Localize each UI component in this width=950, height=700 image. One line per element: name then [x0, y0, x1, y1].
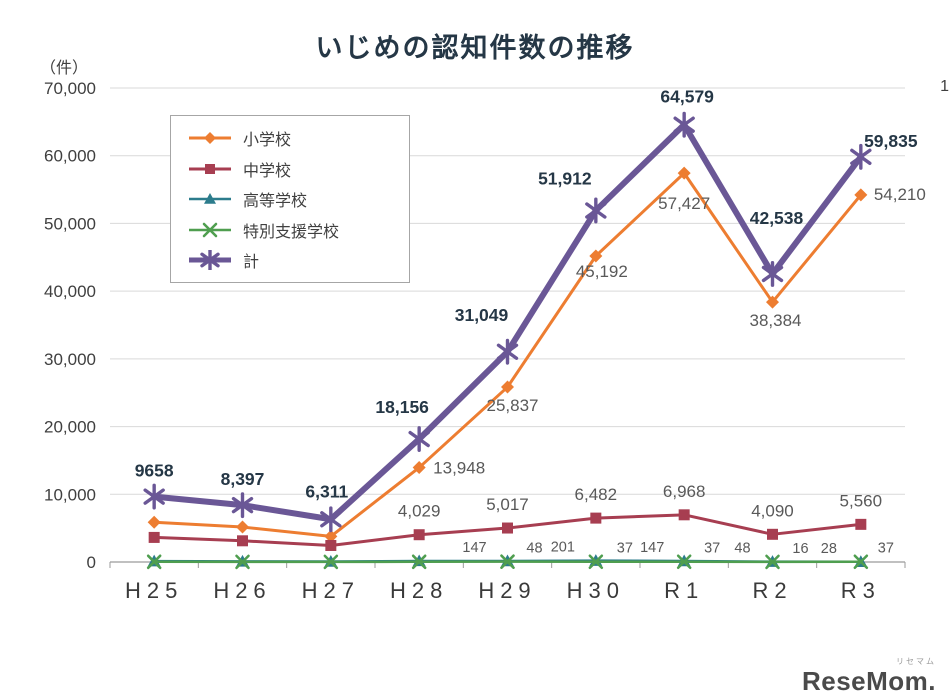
data-label: 51,912: [538, 168, 592, 188]
legend-marker-icon: [189, 222, 231, 237]
y-axis-tick-label: 70,000: [44, 79, 96, 98]
data-label: 37: [878, 541, 894, 557]
resemom-logo: リセマム ReseMom.: [801, 657, 936, 696]
data-label: 6,311: [305, 481, 348, 501]
data-label: 59,835: [864, 131, 918, 151]
data-label: 54,210: [874, 185, 926, 204]
y-axis-unit-label: （件）: [40, 60, 89, 77]
legend-marker-icon: [189, 132, 231, 144]
data-label: 5,017: [486, 495, 529, 514]
data-label: 147: [462, 540, 486, 556]
x-axis-tick-label: H28: [390, 578, 448, 603]
data-label: 37: [704, 541, 720, 557]
series-labels-高等学校: 147 201 147 48 28: [462, 540, 837, 557]
y-axis-tick-label: 10,000: [44, 485, 96, 504]
data-label: 16: [792, 541, 808, 557]
data-label: 37: [617, 541, 633, 557]
series-中学校: [148, 509, 867, 551]
y-axis-tick-label: 30,000: [44, 350, 96, 369]
data-label: 6,482: [575, 485, 618, 504]
data-label: 147: [640, 540, 664, 556]
legend-label: 特別支援学校: [243, 223, 340, 241]
series-小学校: [147, 166, 868, 543]
x-axis-tick-label: H27: [302, 578, 360, 603]
data-label: 13,948: [433, 459, 485, 478]
page-edge-number: 1: [940, 78, 949, 95]
x-axis-tick-label: H30: [567, 578, 625, 603]
logo-wordmark: ReseMom.: [801, 666, 936, 696]
x-axis-tick-label: R2: [752, 578, 792, 603]
legend-marker-icon: [189, 163, 231, 174]
data-label: 31,049: [455, 305, 509, 325]
legend-item-2: 中学校: [187, 157, 409, 181]
series-labels-計: 9658 8,397 6,311 18,156 31,049 51,912 64,579 42…: [135, 87, 918, 502]
data-label: 4,029: [398, 502, 441, 521]
legend-marker-icon: [189, 250, 231, 270]
x-axis-tick-label: R3: [841, 578, 881, 603]
data-label: 5,560: [840, 491, 883, 510]
legend-item-5: 計: [187, 248, 409, 272]
data-label: 6,968: [663, 482, 706, 501]
y-axis-tick-label: 40,000: [44, 282, 96, 301]
legend-label: 計: [243, 254, 260, 271]
series-labels-特別支援学校: 48 37 37 16 37: [526, 541, 893, 557]
data-label: 48: [526, 541, 542, 557]
series-labels-中学校: 4,029 5,017 6,482 6,968 4,090 5,560: [398, 482, 882, 521]
data-label: 38,384: [750, 311, 802, 330]
logo-katakana-text: リセマム: [896, 657, 936, 666]
data-label: 48: [734, 541, 750, 557]
x-axis-labels: H25 H26 H27 H28 H29 H30 R1 R2 R3: [125, 578, 881, 603]
legend-item-1: 小学校: [187, 126, 409, 150]
line-chart: 0 10,000 20,000 30,000 40,000 50,000 60,000 70,…: [44, 79, 926, 603]
series-特別支援学校: [146, 554, 869, 570]
data-label: 25,837: [487, 396, 539, 415]
x-axis-tick-label: H25: [125, 578, 183, 603]
data-label: 28: [821, 541, 837, 557]
data-label: 4,090: [751, 501, 794, 520]
y-axis-tick-label: 20,000: [44, 418, 96, 437]
data-label: 9658: [135, 461, 174, 481]
x-axis-tick-label: H26: [213, 578, 271, 603]
legend-label: 小学校: [243, 132, 292, 149]
legend-item-4: 特別支援学校: [187, 218, 409, 242]
series-labels-小学校: 13,948 25,837 45,192 57,427 38,384 54,210: [433, 185, 926, 478]
data-label: 57,427: [658, 194, 710, 213]
data-label: 8,397: [221, 469, 265, 489]
legend-label: 中学校: [243, 162, 292, 180]
data-label: 201: [551, 540, 575, 556]
x-axis-tick-label: R1: [664, 578, 704, 603]
data-label: 18,156: [375, 397, 429, 417]
x-axis-tick-label: H29: [478, 578, 536, 603]
legend-label: 高等学校: [243, 193, 308, 210]
chart-title: いじめの認知件数の推移: [315, 33, 635, 63]
legend-marker-icon: [189, 193, 231, 204]
data-label: 45,192: [576, 262, 628, 281]
chart-legend: 小学校中学校高等学校特別支援学校計: [170, 115, 410, 283]
data-label: 42,538: [750, 208, 804, 228]
legend-item-3: 高等学校: [187, 187, 409, 211]
y-axis-tick-label: 50,000: [44, 214, 96, 233]
y-axis-tick-label: 60,000: [44, 147, 96, 166]
series-計: [143, 111, 872, 533]
y-axis-tick-label: 0: [87, 553, 96, 572]
data-label: 64,579: [660, 87, 714, 107]
